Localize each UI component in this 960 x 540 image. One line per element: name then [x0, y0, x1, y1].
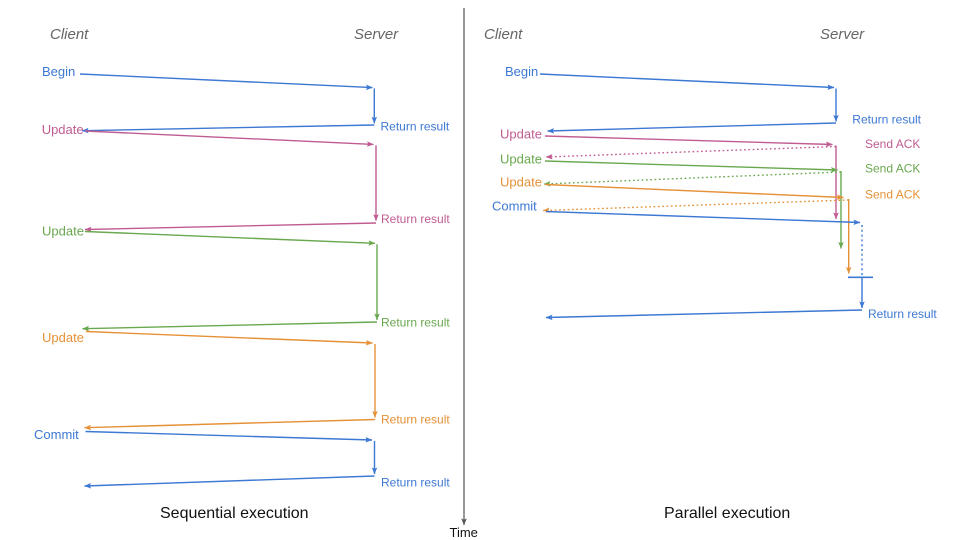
- svg-text:Server: Server: [354, 26, 399, 43]
- svg-text:Parallel execution: Parallel execution: [664, 505, 790, 522]
- svg-text:Time: Time: [450, 525, 478, 540]
- svg-text:Sequential execution: Sequential execution: [160, 505, 309, 522]
- svg-text:Return result: Return result: [868, 307, 937, 321]
- svg-text:Send ACK: Send ACK: [865, 137, 920, 151]
- svg-text:Update: Update: [500, 152, 542, 167]
- svg-text:Commit: Commit: [492, 199, 537, 214]
- svg-text:Update: Update: [42, 330, 84, 345]
- svg-text:Begin: Begin: [42, 64, 75, 79]
- svg-text:Server: Server: [820, 26, 865, 43]
- svg-text:Send ACK: Send ACK: [865, 162, 920, 176]
- svg-text:Return result: Return result: [381, 413, 450, 427]
- svg-text:Return result: Return result: [381, 316, 450, 330]
- svg-text:Begin: Begin: [505, 64, 538, 79]
- svg-text:Update: Update: [500, 127, 542, 142]
- svg-text:Client: Client: [484, 26, 523, 43]
- svg-text:Update: Update: [42, 122, 84, 137]
- svg-text:Commit: Commit: [34, 427, 79, 442]
- svg-text:Send ACK: Send ACK: [865, 188, 920, 202]
- svg-text:Return result: Return result: [381, 120, 450, 134]
- svg-text:Update: Update: [500, 175, 542, 190]
- svg-text:Return result: Return result: [852, 112, 921, 126]
- svg-text:Return result: Return result: [381, 476, 450, 490]
- svg-text:Update: Update: [42, 224, 84, 239]
- svg-text:Return result: Return result: [381, 212, 450, 226]
- svg-text:Client: Client: [50, 26, 89, 43]
